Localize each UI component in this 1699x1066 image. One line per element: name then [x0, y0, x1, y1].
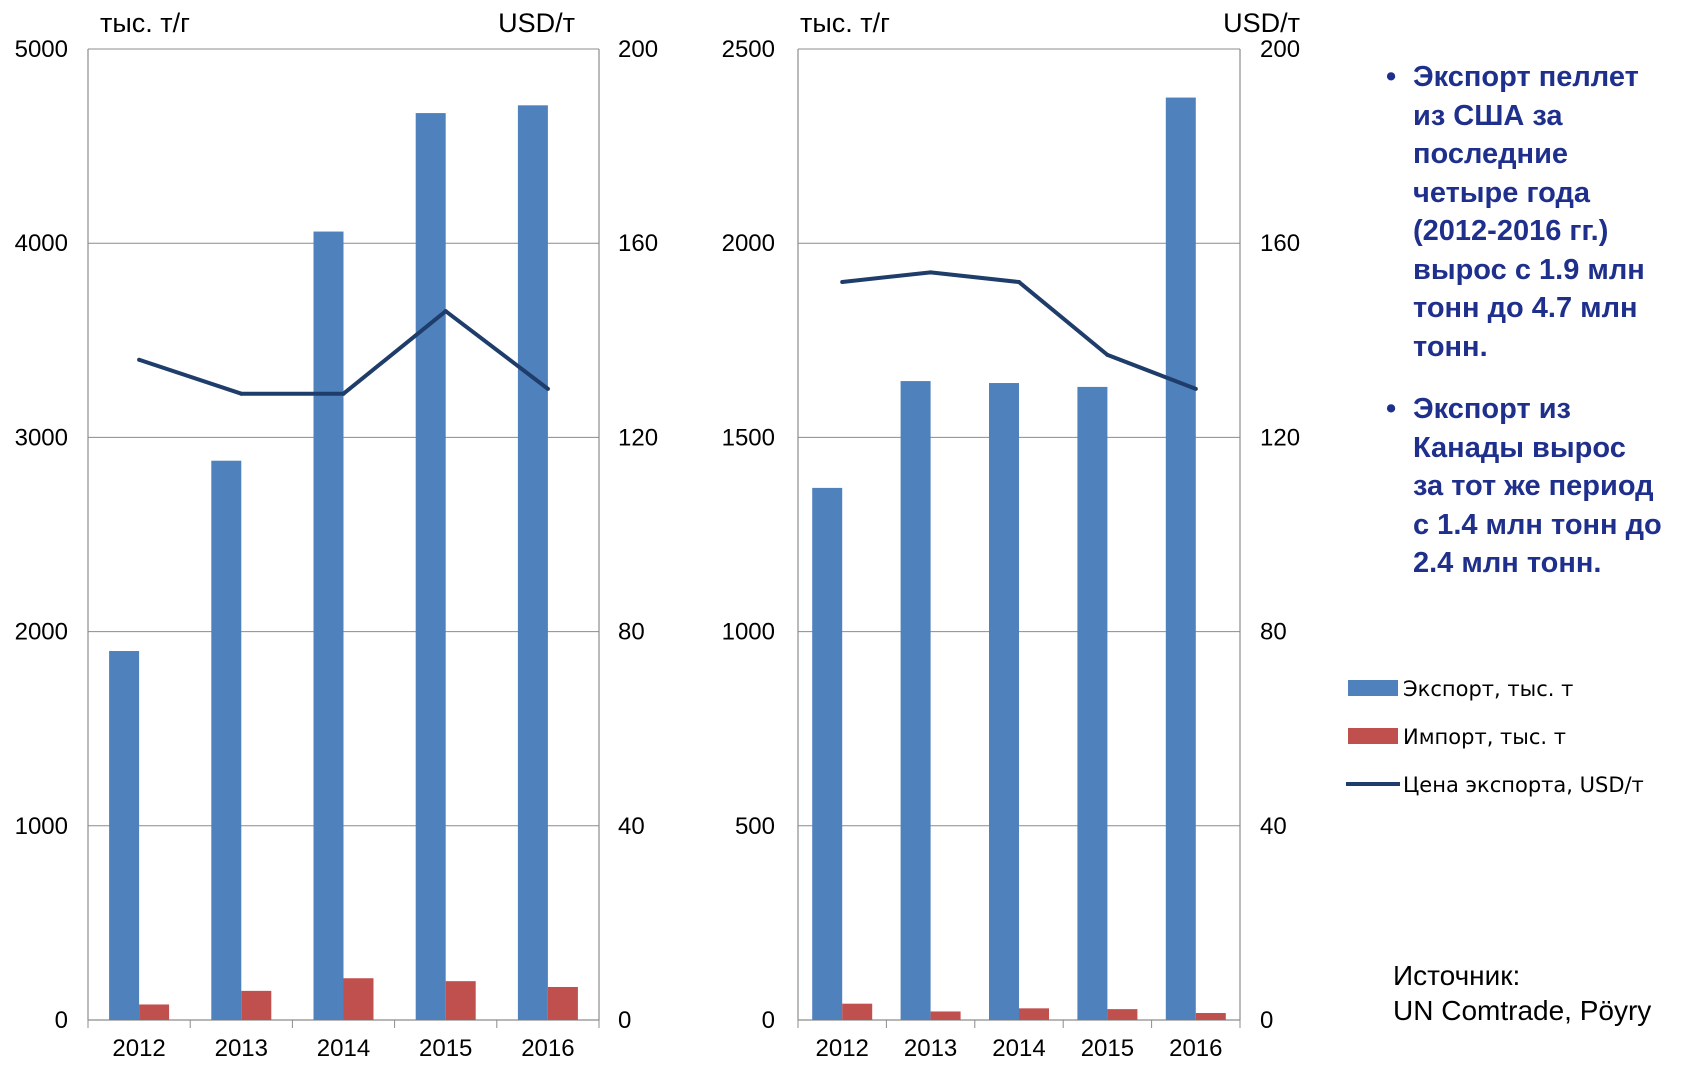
source-label: Источник: [1393, 960, 1521, 991]
import-bar [930, 1011, 961, 1020]
y-unit-label-left: тыс. т/г [800, 8, 890, 38]
y-tick-label: 1000 [722, 619, 775, 646]
y-unit-label-left: тыс. т/г [100, 8, 190, 38]
price-point [840, 280, 845, 285]
note-line: четыре года [1413, 176, 1591, 209]
import-bar [139, 1004, 170, 1020]
price-point [443, 309, 448, 314]
y-tick-label: 500 [735, 813, 775, 840]
y-tick-label: 0 [55, 1007, 68, 1034]
y2-tick-label: 0 [1260, 1007, 1273, 1034]
price-point [341, 391, 346, 396]
y-tick-label: 1000 [15, 813, 68, 840]
import-bar [445, 981, 476, 1020]
note-bullet: • Экспорт пеллет из США за последние четыре … [1386, 58, 1686, 366]
import-bar [1107, 1009, 1138, 1020]
legend-label-1: Импорт, тыс. т [1403, 725, 1566, 749]
note-line: Канады вырос [1413, 431, 1626, 464]
y-tick-label: 1500 [722, 424, 775, 451]
y-tick-label: 5000 [15, 36, 68, 63]
import-bar [241, 990, 272, 1020]
y-tick-label: 2000 [15, 619, 68, 646]
export-bar [211, 460, 242, 1021]
legend-swatch-0 [1348, 680, 1398, 696]
price-point [1017, 280, 1021, 285]
note-bullet: • Экспорт из Канады вырос за тот же период с… [1386, 390, 1686, 583]
note-line: Экспорт из [1413, 393, 1571, 425]
price-point [928, 270, 933, 275]
price-point [137, 357, 142, 362]
bullet-icon: • [1386, 61, 1397, 93]
price-point [545, 386, 550, 391]
x-tick-label: 2012 [112, 1035, 165, 1062]
x-tick-label: 2013 [904, 1035, 957, 1062]
price-line [841, 270, 1197, 391]
y2-tick-label: 80 [1260, 619, 1287, 646]
y-unit-label-right: USD/т [498, 8, 575, 38]
y2-tick-label: 40 [1260, 813, 1287, 840]
x-tick-label: 2016 [521, 1035, 574, 1062]
export-bar [812, 487, 843, 1021]
usa-chart: 0 1000 2000 3000 4000 5000 0 40 80 120 160 200 тыс. … [15, 8, 658, 1062]
note-line: Экспорт пеллет [1413, 61, 1639, 93]
x-tick-label: 2014 [992, 1035, 1045, 1062]
note-line: тонн до 4.7 млн [1413, 292, 1638, 324]
y2-tick-label: 0 [618, 1007, 631, 1034]
y-tick-label: 2500 [722, 36, 775, 63]
y-tick-label: 3000 [15, 424, 68, 451]
price-point [1193, 386, 1198, 391]
export-bar [989, 383, 1019, 1020]
y2-tick-label: 40 [618, 813, 645, 840]
y2-tick-label: 120 [1260, 424, 1300, 451]
note-line: тонн. [1413, 330, 1488, 363]
import-bar [343, 978, 374, 1020]
x-tick-label: 2014 [317, 1035, 370, 1062]
x-tick-label: 2013 [215, 1035, 268, 1062]
note-line: из США за [1413, 99, 1563, 132]
legend: Экспорт, тыс. т Импорт, тыс. т Цена экспор… [1346, 677, 1644, 797]
export-bar [415, 113, 446, 1020]
y2-tick-label: 120 [618, 424, 658, 451]
import-bar [1019, 1008, 1049, 1020]
y-unit-label-right: USD/т [1223, 8, 1300, 38]
canada-chart: 0 500 1000 1500 2000 2500 0 40 80 120 160 200 тыс. т… [722, 8, 1300, 1062]
price-point [1105, 352, 1110, 357]
x-tick-label: 2015 [1081, 1035, 1134, 1062]
source-note: Источник: UN Comtrade, Pöyry [1393, 958, 1651, 1028]
price-point [239, 391, 244, 396]
note-line: последние [1413, 138, 1569, 170]
legend-label-2: Цена экспорта, USD/т [1403, 773, 1644, 797]
y2-tick-label: 200 [1260, 36, 1300, 63]
legend-swatch-1 [1348, 728, 1398, 744]
import-bar [842, 1003, 873, 1020]
export-bar [1077, 386, 1108, 1021]
export-bar [109, 651, 140, 1020]
y2-tick-label: 80 [618, 619, 645, 646]
export-bar [517, 105, 548, 1021]
note-line: с 1.4 млн тонн до [1413, 508, 1662, 541]
note-line: за тот же период [1413, 470, 1654, 502]
y-tick-label: 0 [762, 1007, 775, 1034]
y-tick-label: 4000 [15, 230, 68, 257]
source-text: UN Comtrade, Pöyry [1393, 995, 1652, 1026]
note-line: вырос с 1.9 млн [1413, 253, 1645, 286]
note-line: 2.4 млн тонн. [1413, 547, 1602, 579]
export-bar [1165, 97, 1196, 1021]
x-tick-label: 2015 [419, 1035, 472, 1062]
legend-label-0: Экспорт, тыс. т [1403, 677, 1573, 701]
export-bar [313, 231, 344, 1021]
y2-tick-label: 200 [618, 36, 658, 63]
import-bar [1195, 1013, 1226, 1020]
y-tick-label: 2000 [722, 230, 775, 257]
x-tick-label: 2016 [1169, 1035, 1222, 1062]
export-bar [900, 381, 931, 1020]
notes-panel: • Экспорт пеллет из США за последние четыре … [1386, 58, 1686, 607]
y2-tick-label: 160 [1260, 230, 1300, 257]
y2-tick-label: 160 [618, 230, 658, 257]
x-tick-label: 2012 [816, 1035, 869, 1062]
import-bar [547, 986, 578, 1020]
bullet-icon: • [1386, 393, 1397, 425]
note-line: (2012-2016 гг.) [1413, 215, 1609, 247]
